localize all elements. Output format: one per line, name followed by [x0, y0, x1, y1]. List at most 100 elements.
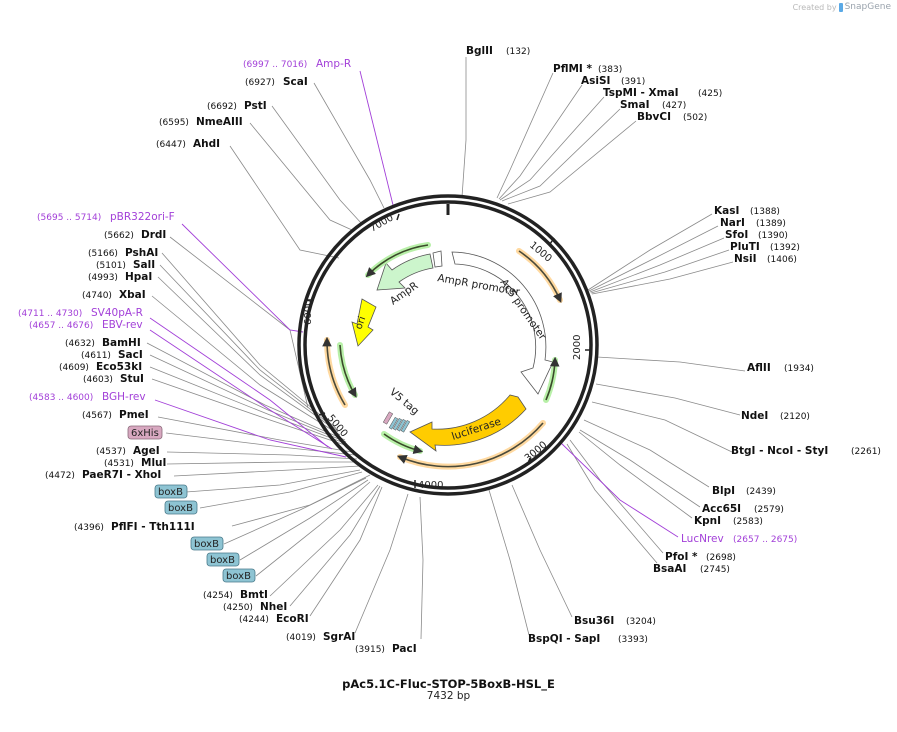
tick-4000: 4000	[418, 480, 443, 491]
tag-boxb-5[interactable]: boxB	[222, 568, 256, 583]
svg-text:(1934): (1934)	[784, 364, 814, 374]
svg-text:(425): (425)	[698, 89, 722, 99]
site-bspqi-sapi[interactable]: BspQI - SapI (3393)	[528, 633, 648, 645]
primer-amp-r[interactable]: (6997 .. 7016) Amp-R	[243, 58, 351, 70]
svg-text:XbaI: XbaI	[119, 289, 146, 301]
svg-text:(4472): (4472)	[45, 471, 75, 481]
svg-text:NheI: NheI	[260, 601, 287, 613]
site-bmti[interactable]: (4254) BmtI	[203, 589, 268, 601]
luciferase-feature[interactable]	[409, 394, 527, 452]
primer-lucnrev[interactable]: LucNrev (2657 .. 2675)	[681, 533, 797, 545]
tag-6xhis[interactable]: 6xHis	[127, 425, 163, 440]
site-pshai[interactable]: (5166) PshAI	[88, 247, 158, 259]
site-hpai[interactable]: (4993) HpaI	[88, 271, 152, 283]
svg-text:(502): (502)	[683, 113, 707, 123]
svg-text:PaeR7I - XhoI: PaeR7I - XhoI	[82, 469, 161, 481]
site-bbvci[interactable]: BbvCI (502)	[637, 111, 707, 123]
svg-text:(6692): (6692)	[207, 102, 237, 112]
svg-text:BsaAI: BsaAI	[653, 563, 686, 575]
site-paer7i-xhoi[interactable]: (4472) PaeR7I - XhoI	[45, 469, 161, 481]
credit-prefix: Created by	[792, 2, 837, 12]
site-acc65i[interactable]: Acc65I (2579)	[702, 503, 784, 515]
enzyme-labels-right: BglII (132) PflMI * (383) AsiSI (391) TspMI…	[466, 45, 881, 645]
svg-text:(1406): (1406)	[767, 255, 797, 265]
svg-text:(4993): (4993)	[88, 273, 118, 283]
svg-text:(4531): (4531)	[104, 459, 134, 469]
site-eco53ki[interactable]: (4609) Eco53kI	[59, 361, 142, 373]
tag-boxb-3[interactable]: boxB	[190, 536, 224, 551]
ori-feature[interactable]	[351, 298, 377, 347]
svg-text:(4254): (4254)	[203, 591, 233, 601]
svg-text:(2583): (2583)	[733, 517, 763, 527]
site-xbai[interactable]: (4740) XbaI	[82, 289, 146, 301]
site-agei[interactable]: (4537) AgeI	[96, 445, 160, 457]
svg-text:(5662): (5662)	[104, 231, 134, 241]
site-bglii[interactable]: BglII (132)	[466, 45, 530, 57]
site-sgrai[interactable]: (4019) SgrAI	[286, 631, 355, 643]
site-pmei[interactable]: (4567) PmeI	[82, 409, 149, 421]
site-nari[interactable]: NarI (1389)	[720, 217, 786, 229]
site-btgi-ncoi-styi[interactable]: BtgI - NcoI - StyI (2261)	[731, 445, 881, 457]
site-sali[interactable]: (5101) SalI	[96, 259, 155, 271]
svg-text:boxB: boxB	[226, 571, 251, 582]
primer-pbr322ori-f[interactable]: (5695 .. 5714) pBR322ori-F	[37, 211, 175, 223]
svg-text:PstI: PstI	[244, 100, 267, 112]
site-stui[interactable]: (4603) StuI	[83, 373, 144, 385]
svg-text:(2657 .. 2675): (2657 .. 2675)	[733, 535, 797, 545]
site-tspmi-xmai[interactable]: TspMI - XmaI (425)	[603, 87, 722, 99]
site-nhei[interactable]: (4250) NheI	[223, 601, 287, 613]
svg-text:Amp-R: Amp-R	[316, 58, 351, 70]
svg-text:HpaI: HpaI	[125, 271, 152, 283]
site-scai[interactable]: (6927) ScaI	[245, 76, 308, 88]
site-pflfi-tth111i[interactable]: (4396) PflFI - Tth111I	[74, 521, 195, 533]
site-bsaai[interactable]: BsaAI (2745)	[653, 563, 730, 575]
svg-text:(4611): (4611)	[81, 351, 111, 361]
site-psti[interactable]: (6692) PstI	[207, 100, 267, 112]
primer-bgh-rev[interactable]: (4583 .. 4600) BGH-rev	[29, 391, 146, 403]
site-pflmi[interactable]: PflMI * (383)	[553, 63, 622, 75]
site-asisi[interactable]: AsiSI (391)	[581, 75, 645, 87]
site-kasi[interactable]: KasI (1388)	[714, 205, 780, 217]
site-ndei[interactable]: NdeI (2120)	[741, 410, 810, 422]
site-saci[interactable]: (4611) SacI	[81, 349, 143, 361]
site-blpi[interactable]: BlpI (2439)	[712, 485, 776, 497]
tag-boxb-4[interactable]: boxB	[206, 552, 240, 567]
site-ecori[interactable]: (4244) EcoRI	[239, 613, 309, 625]
svg-text:(4019): (4019)	[286, 633, 316, 643]
snapgene-logo-icon	[838, 2, 843, 12]
svg-text:BbvCI: BbvCI	[637, 111, 671, 123]
site-paci[interactable]: (3915) PacI	[355, 643, 417, 655]
svg-text:(4567): (4567)	[82, 411, 112, 421]
tag-boxb-1[interactable]: boxB	[154, 484, 188, 499]
ac5-promoter-feature[interactable]	[451, 251, 554, 395]
ampr-feature[interactable]	[376, 253, 434, 291]
site-smai[interactable]: SmaI (427)	[620, 99, 686, 111]
primer-ebv-rev[interactable]: (4657 .. 4676) EBV-rev	[29, 319, 143, 331]
credit-brand: SnapGene	[844, 2, 891, 12]
ampr-promoter-feature[interactable]	[432, 250, 443, 268]
site-pluti[interactable]: PluTI (1392)	[730, 241, 800, 253]
site-pfoi[interactable]: PfoI * (2698)	[665, 551, 736, 563]
svg-text:SfoI: SfoI	[725, 229, 748, 241]
site-bamhi[interactable]: (4632) BamHI	[65, 337, 141, 349]
svg-text:BspQI - SapI: BspQI - SapI	[528, 633, 600, 645]
svg-text:(5101): (5101)	[96, 261, 126, 271]
svg-text:(1389): (1389)	[756, 219, 786, 229]
site-mlui[interactable]: (4531) MluI	[104, 457, 166, 469]
svg-text:KasI: KasI	[714, 205, 739, 217]
svg-text:SmaI: SmaI	[620, 99, 650, 111]
site-nsii[interactable]: NsiI (1406)	[734, 253, 797, 265]
site-nmeaiii[interactable]: (6595) NmeAIII	[159, 116, 243, 128]
svg-text:(6447): (6447)	[156, 140, 186, 150]
v5-tag-feature[interactable]	[382, 411, 411, 433]
backbone	[297, 194, 599, 496]
primer-sv40pa-r[interactable]: (4711 .. 4730) SV40pA-R	[18, 307, 143, 319]
site-aflii[interactable]: AflII (1934)	[747, 362, 814, 374]
site-sfoi[interactable]: SfoI (1390)	[725, 229, 788, 241]
svg-text:EcoRI: EcoRI	[276, 613, 309, 625]
site-bsu36i[interactable]: Bsu36I (3204)	[574, 615, 656, 627]
tag-boxb-2[interactable]: boxB	[164, 500, 198, 515]
site-drdi[interactable]: (5662) DrdI	[104, 229, 166, 241]
site-kpni[interactable]: KpnI (2583)	[694, 515, 763, 527]
site-ahdi[interactable]: (6447) AhdI	[156, 138, 220, 150]
